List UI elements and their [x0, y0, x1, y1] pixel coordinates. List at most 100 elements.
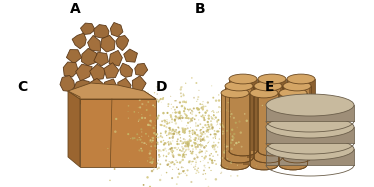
Point [236, 141, 242, 144]
Point [183, 101, 189, 104]
Point [191, 118, 197, 121]
Point [162, 142, 168, 145]
Point [215, 130, 221, 133]
Point [218, 110, 224, 113]
Point [176, 133, 182, 136]
Point [163, 142, 169, 145]
Ellipse shape [225, 81, 253, 91]
Point [176, 131, 182, 134]
Point [163, 159, 169, 162]
Point [161, 143, 167, 146]
Point [200, 103, 206, 106]
Point [174, 166, 180, 169]
Point [172, 111, 178, 114]
Point [156, 155, 162, 158]
Ellipse shape [250, 88, 278, 98]
Polygon shape [254, 86, 282, 158]
Point [200, 105, 206, 108]
Point [168, 95, 174, 98]
Point [201, 169, 207, 172]
Point [200, 114, 206, 117]
Point [206, 114, 212, 117]
Point [163, 126, 169, 129]
Point [192, 142, 198, 145]
Ellipse shape [254, 153, 282, 163]
Point [205, 131, 211, 134]
Point [165, 122, 171, 125]
Point [163, 131, 169, 134]
Polygon shape [279, 93, 307, 165]
Point [188, 117, 194, 120]
Point [189, 144, 195, 147]
Point [154, 93, 160, 96]
Point [184, 117, 190, 119]
Point [197, 123, 203, 126]
Point [173, 159, 179, 162]
Point [143, 104, 149, 107]
Point [233, 121, 239, 124]
Point [185, 143, 191, 146]
Point [187, 126, 193, 129]
Polygon shape [94, 24, 109, 38]
Point [166, 126, 172, 129]
Point [242, 112, 248, 115]
Point [214, 120, 220, 123]
Point [187, 120, 193, 123]
Point [205, 120, 211, 123]
Polygon shape [309, 79, 315, 151]
Point [210, 155, 216, 158]
Point [186, 142, 191, 145]
Point [181, 151, 187, 154]
Point [209, 124, 215, 127]
Point [138, 147, 144, 150]
Point [152, 145, 158, 148]
Point [185, 144, 191, 147]
Point [158, 132, 164, 135]
Point [173, 111, 179, 114]
Polygon shape [110, 22, 123, 37]
Point [205, 185, 211, 187]
Ellipse shape [225, 153, 253, 163]
Point [232, 144, 237, 147]
Point [153, 128, 159, 131]
Polygon shape [266, 105, 354, 121]
Point [169, 128, 175, 131]
Point [157, 163, 163, 166]
Point [170, 168, 176, 171]
Polygon shape [117, 78, 131, 94]
Point [183, 149, 188, 152]
Point [181, 94, 187, 97]
Point [219, 121, 225, 124]
Point [193, 161, 199, 164]
Point [151, 91, 157, 94]
Point [218, 106, 224, 109]
Point [182, 129, 188, 132]
Point [234, 174, 240, 177]
Point [193, 137, 199, 140]
Point [158, 150, 164, 153]
Point [191, 158, 197, 161]
Point [163, 150, 169, 153]
Point [213, 130, 219, 133]
Point [182, 129, 188, 132]
Point [131, 110, 137, 113]
Point [192, 131, 198, 134]
Point [193, 124, 199, 127]
Point [181, 137, 187, 140]
Point [225, 157, 231, 160]
Point [175, 168, 181, 171]
Point [195, 108, 201, 111]
Point [168, 141, 174, 144]
Point [200, 138, 206, 141]
Polygon shape [243, 93, 249, 165]
Point [205, 101, 211, 104]
Point [179, 85, 185, 88]
Point [175, 111, 181, 114]
Point [176, 142, 182, 145]
Polygon shape [266, 127, 354, 143]
Point [204, 129, 210, 132]
Point [150, 137, 156, 140]
Ellipse shape [221, 88, 249, 98]
Point [171, 119, 177, 122]
Point [191, 144, 197, 147]
